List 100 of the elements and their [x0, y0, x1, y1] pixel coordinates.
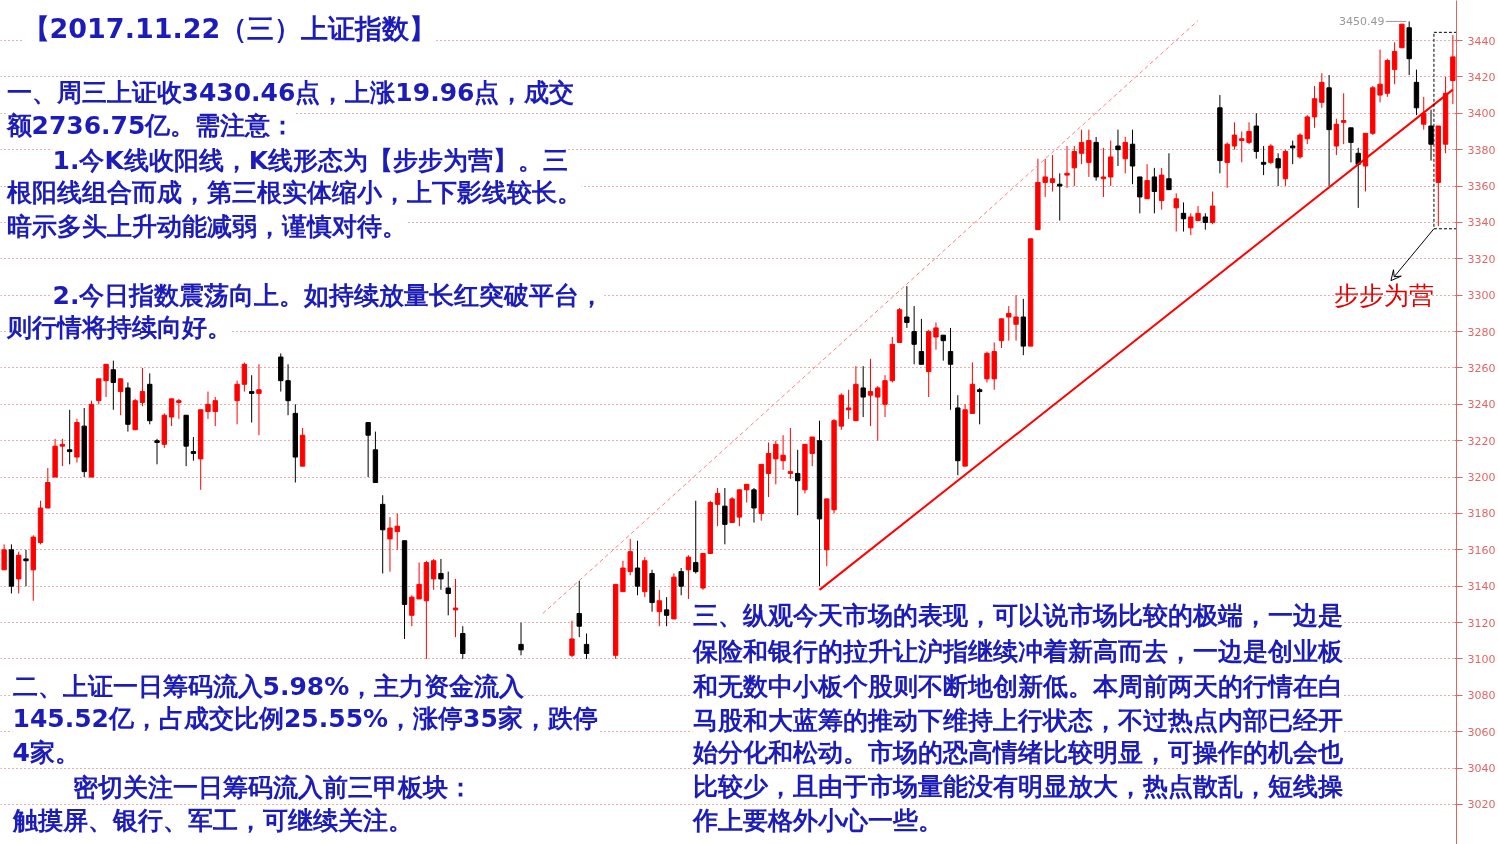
y-tick-label: 3200 — [1467, 471, 1496, 485]
y-tick-label: 3120 — [1467, 616, 1496, 630]
y-tick-label: 3080 — [1467, 689, 1496, 703]
candlestick — [693, 500, 699, 574]
candlestick — [911, 305, 917, 365]
candlestick — [460, 625, 466, 660]
candlestick — [445, 571, 451, 616]
candlestick — [998, 318, 1005, 349]
candlestick — [1391, 41, 1398, 85]
candlestick — [860, 365, 866, 418]
y-tick-label: 3420 — [1467, 70, 1496, 84]
y-tick-label: 3400 — [1467, 107, 1496, 121]
candlestick — [365, 422, 371, 478]
candlestick — [1013, 294, 1019, 342]
annotation: 1.今K线收阳线，K线形态为【步步为营】。三 — [52, 146, 569, 175]
candlestick — [729, 496, 735, 524]
candlestick — [1057, 172, 1063, 222]
annotation: 145.52亿，占成交比例25.55%，涨停35家，跌停 — [12, 704, 598, 733]
annotation: 额2736.75亿。需注意： — [5, 111, 296, 140]
candlestick — [1319, 72, 1325, 109]
y-tick-label: 3160 — [1467, 543, 1496, 557]
candlestick — [787, 427, 794, 480]
annotation: 暗示多头上升动能减弱，谨慎对待。 — [6, 212, 407, 241]
candlestick — [430, 558, 437, 591]
candlestick — [234, 380, 240, 425]
candlestick — [685, 554, 692, 600]
candlestick — [1224, 141, 1230, 189]
candlestick — [66, 409, 73, 465]
candlestick — [1129, 129, 1136, 185]
annotation: 马股和大蓝筹的推动下维持上行状态，不过热点内部已经开 — [692, 706, 1343, 735]
candlestick — [1275, 152, 1281, 187]
candlestick — [1209, 190, 1216, 225]
y-tick-label: 3240 — [1467, 398, 1496, 412]
candlestick — [16, 551, 22, 594]
annotation: 步步为营 — [1333, 280, 1434, 310]
annotation: 触摸屏、银行、军工，可继续关注。 — [11, 806, 413, 835]
candlestick — [867, 358, 874, 427]
candlestick — [1311, 85, 1318, 129]
candlestick — [452, 578, 459, 638]
candlestick — [1, 543, 7, 571]
candlestick — [976, 387, 983, 425]
annotation: 二、上证一日筹码流入5.98%，主力资金流入 — [12, 672, 526, 701]
y-tick-label: 3360 — [1467, 180, 1496, 194]
y-tick-label: 3260 — [1467, 361, 1496, 375]
annotation: 三、纵观今天市场的表现，可以说市场比较的极端，一边是 — [692, 601, 1343, 630]
candlestick — [190, 436, 197, 462]
candlestick — [117, 378, 124, 416]
candlestick — [1340, 92, 1347, 145]
y-tick-label: 3380 — [1467, 143, 1496, 157]
candlestick — [256, 363, 262, 436]
candlestick — [634, 540, 641, 596]
candlestick — [248, 374, 255, 423]
candlestick — [154, 438, 160, 465]
candlestick — [1290, 140, 1296, 165]
annotation: 2.今日指数震荡向上。如持续放量长红突破平台， — [52, 281, 605, 310]
y-tick-label: 3060 — [1467, 725, 1496, 739]
annotation: 始分化和松动。市场的恐高情绪比较明显，可操作的机会也 — [691, 738, 1344, 767]
candlestick — [1086, 129, 1092, 178]
candlestick — [1100, 147, 1107, 198]
text: 【2017.11.22（三）上证指数】 — [22, 13, 437, 44]
candlestick — [918, 318, 925, 365]
candlestick — [583, 633, 590, 660]
y-tick-label: 3320 — [1467, 252, 1496, 266]
annotation: 密切关注一日筹码流入前三甲板块： — [72, 773, 473, 802]
y-tick-label: 3020 — [1467, 798, 1496, 812]
y-tick-label: 3220 — [1467, 434, 1496, 448]
candlestick — [751, 487, 757, 524]
candlestick — [1006, 305, 1012, 342]
candlestick — [1078, 129, 1085, 165]
y-tick-label: 3100 — [1467, 652, 1496, 666]
candlestick — [1399, 23, 1405, 49]
candlestick — [714, 487, 721, 527]
candlestick — [1071, 145, 1077, 187]
candlestick — [722, 487, 728, 545]
candlestick — [1231, 121, 1238, 151]
y-tick-label: 3040 — [1467, 762, 1496, 776]
y-tick-label: 3280 — [1467, 325, 1496, 339]
candlestick — [1115, 129, 1121, 167]
candlestick — [656, 589, 663, 627]
candlestick — [241, 361, 248, 393]
candlestick — [176, 398, 182, 420]
y-tick-label: 3140 — [1467, 580, 1496, 594]
candlestick — [765, 442, 772, 498]
annotation: 3450.49 — [1338, 15, 1385, 29]
annotation: 比较少，且由于市场量能没有明显放大，热点散乱，短线操 — [692, 772, 1343, 801]
y-tick-label: 3340 — [1467, 216, 1496, 230]
candlestick — [518, 622, 524, 656]
candlestick — [569, 620, 575, 658]
annotation: 则行情将持续向好。 — [5, 313, 232, 342]
annotation: 4家。 — [12, 738, 80, 767]
candlestick — [940, 334, 946, 362]
candlestick — [1064, 145, 1070, 189]
candlestick — [1260, 145, 1267, 176]
annotation: 和无数中小板个股则不断地创新低。本周前两天的行情在白 — [691, 672, 1343, 701]
candlestick — [1173, 192, 1179, 233]
candlestick — [1122, 136, 1128, 174]
candlestick — [23, 549, 29, 587]
y-tick-label: 3300 — [1467, 289, 1496, 303]
candlestick — [1166, 152, 1172, 191]
candlestick — [744, 483, 750, 504]
